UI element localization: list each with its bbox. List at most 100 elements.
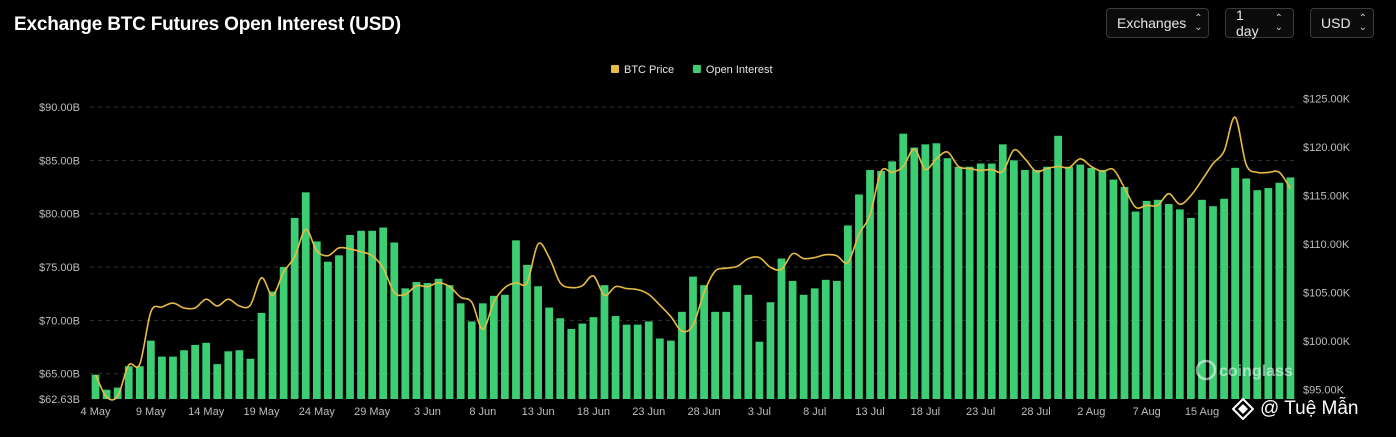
open-interest-bar xyxy=(755,341,764,399)
chart-legend: BTC Price Open Interest xyxy=(611,64,773,76)
open-interest-bar xyxy=(633,324,642,399)
open-interest-bar xyxy=(1231,167,1240,399)
y-right-tick-label: $95.00K xyxy=(1303,384,1345,396)
open-interest-bar xyxy=(976,163,985,399)
chevron-up-down-icon: ⌃ ⌄ xyxy=(1274,13,1283,33)
x-tick-label: 18 Jul xyxy=(911,406,940,418)
x-tick-label: 15 Aug xyxy=(1185,406,1219,418)
open-interest-bar xyxy=(1209,206,1217,399)
open-interest-bar xyxy=(578,323,587,399)
open-interest-bar xyxy=(777,258,786,399)
y-left-tick-label: $75.00B xyxy=(39,262,80,274)
y-left-tick-label: $80.00B xyxy=(39,209,80,221)
btc-price-line xyxy=(94,116,1292,401)
open-interest-bar xyxy=(910,147,919,399)
open-interest-bar xyxy=(246,358,255,399)
y-left-tick-label: $90.00B xyxy=(39,102,80,114)
x-tick-label: 29 May xyxy=(354,406,391,418)
open-interest-bar xyxy=(766,302,775,399)
open-interest-bar xyxy=(666,340,675,399)
open-interest-bar xyxy=(1109,179,1118,399)
open-interest-bar xyxy=(943,158,952,399)
x-tick-label: 13 Jun xyxy=(522,406,555,418)
open-interest-bar xyxy=(799,294,808,399)
interval-select[interactable]: 1 day ⌃ ⌄ xyxy=(1225,7,1294,39)
open-interest-bar xyxy=(832,280,841,399)
currency-select-label: USD xyxy=(1321,15,1351,31)
open-interest-bar xyxy=(700,285,708,399)
open-interest-bar xyxy=(899,133,908,399)
open-interest-bar xyxy=(611,316,620,399)
x-tick-label: 28 Jun xyxy=(688,406,721,418)
open-interest-bar xyxy=(335,255,343,399)
open-interest-bar xyxy=(1098,169,1107,399)
x-tick-label: 3 Jun xyxy=(414,406,441,418)
open-interest-bar xyxy=(965,166,974,399)
y-left-tick-label: $85.00B xyxy=(39,155,80,167)
author-watermark: @ Tuệ Mẫn xyxy=(1232,398,1359,420)
open-interest-bar xyxy=(855,194,863,399)
x-tick-label: 2 Aug xyxy=(1077,406,1105,418)
open-interest-bar xyxy=(921,144,930,399)
open-interest-bar xyxy=(91,374,100,399)
interval-select-label: 1 day xyxy=(1236,7,1259,39)
x-tick-label: 8 Jun xyxy=(469,406,496,418)
chevron-up-down-icon: ⌃ ⌄ xyxy=(1194,13,1203,33)
open-interest-bar xyxy=(733,285,742,399)
x-tick-label: 9 May xyxy=(136,406,166,418)
open-interest-bar xyxy=(1164,204,1173,399)
open-interest-bar xyxy=(146,340,155,399)
open-interest-bar xyxy=(169,356,177,399)
open-interest-bar xyxy=(1009,160,1018,399)
open-interest-bar xyxy=(1264,188,1273,399)
open-interest-bar xyxy=(1032,169,1040,399)
open-interest-bar xyxy=(390,242,399,399)
currency-select[interactable]: USD ⌃ ⌄ xyxy=(1310,8,1374,38)
x-tick-label: 18 Jun xyxy=(577,406,610,418)
open-interest-bar xyxy=(821,279,830,399)
open-interest-bar xyxy=(301,192,310,399)
open-interest-bar xyxy=(467,321,476,399)
x-tick-label: 3 Jul xyxy=(748,406,771,418)
open-interest-bar xyxy=(589,317,598,399)
open-interest-bar xyxy=(644,321,653,399)
x-tick-label: 13 Jul xyxy=(855,406,884,418)
open-interest-bar xyxy=(1242,178,1251,399)
open-interest-bar xyxy=(1065,166,1074,399)
open-interest-bar xyxy=(1087,167,1096,399)
open-interest-bar xyxy=(622,324,631,399)
open-interest-bar xyxy=(346,235,354,399)
open-interest-bar xyxy=(124,366,133,399)
btc-price-path xyxy=(94,116,1292,401)
y-right-tick-label: $120.00K xyxy=(1303,142,1351,154)
open-interest-bar xyxy=(1021,169,1029,399)
open-interest-bar xyxy=(213,364,222,399)
y-right-tick-label: $100.00K xyxy=(1303,336,1351,348)
open-interest-bars xyxy=(91,133,1295,400)
open-interest-bar xyxy=(324,261,332,399)
open-interest-bar xyxy=(1131,211,1140,399)
open-interest-bar xyxy=(1153,199,1162,399)
open-interest-bar xyxy=(257,312,266,399)
open-interest-bar xyxy=(877,171,885,399)
x-tick-label: 19 May xyxy=(243,406,280,418)
open-interest-bar xyxy=(600,285,609,399)
open-interest-bar xyxy=(987,163,996,399)
y-left-tick-label: $65.00B xyxy=(39,369,80,381)
open-interest-bar xyxy=(744,294,753,399)
legend-swatch xyxy=(692,65,701,73)
open-interest-bar xyxy=(1043,166,1051,399)
open-interest-bar xyxy=(202,342,211,399)
exchanges-select[interactable]: Exchanges ⌃ ⌄ xyxy=(1106,8,1209,38)
x-tick-label: 14 May xyxy=(188,406,225,418)
open-interest-bar xyxy=(434,278,443,399)
diamond-logo-icon xyxy=(1232,398,1254,420)
legend-label: BTC Price xyxy=(624,64,674,76)
open-interest-bar xyxy=(113,387,122,399)
open-interest-bar xyxy=(689,276,697,399)
open-interest-bar xyxy=(866,169,874,399)
open-interest-bar xyxy=(357,230,365,399)
open-interest-bar xyxy=(545,307,554,399)
x-tick-label: 23 Jun xyxy=(632,406,665,418)
